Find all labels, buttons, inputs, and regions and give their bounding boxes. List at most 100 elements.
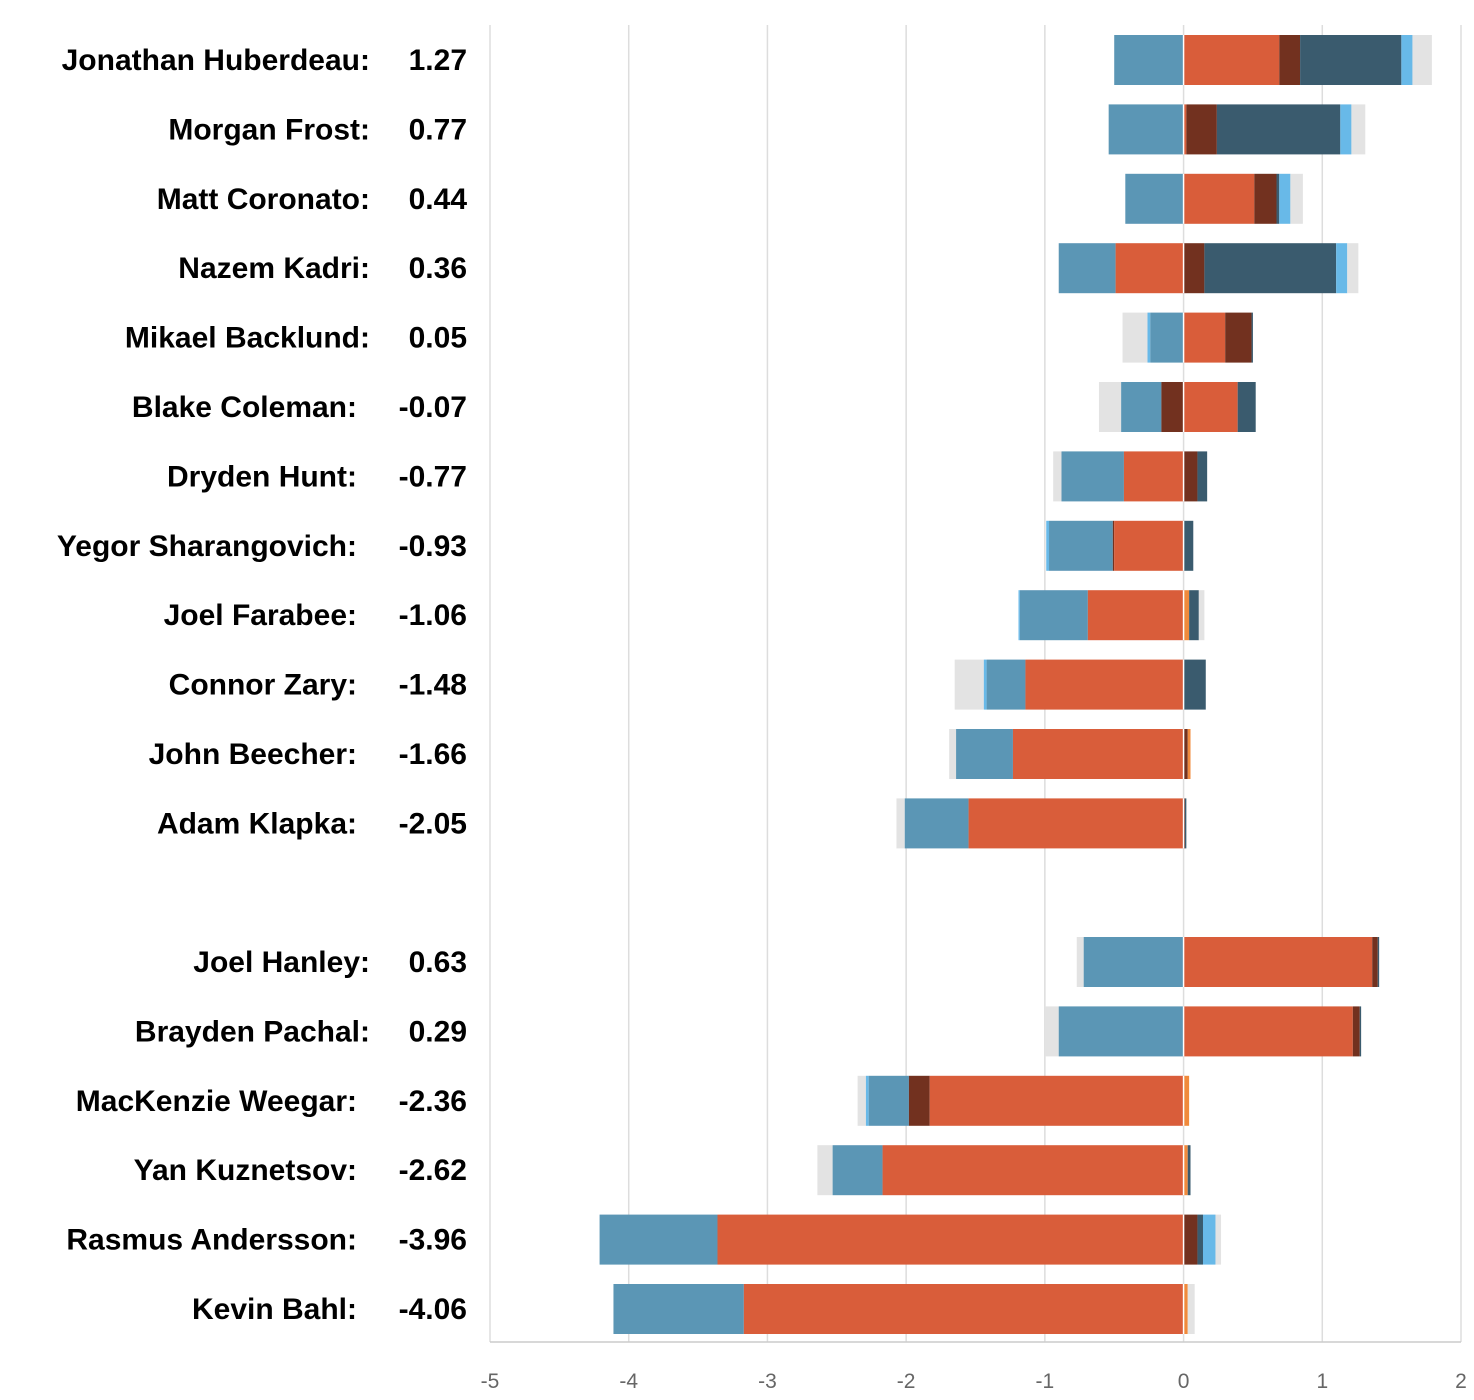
bar-segment <box>717 1214 1184 1265</box>
bar-segment <box>1197 451 1208 502</box>
bar-segment <box>613 1284 744 1334</box>
player-value: 0.44 <box>409 183 468 216</box>
bar-segment <box>817 1145 833 1196</box>
bar-segment <box>1251 312 1253 363</box>
player-row <box>857 1075 1190 1126</box>
player-name: Connor Zary: <box>169 669 357 702</box>
player-row <box>1058 243 1359 294</box>
bar-segment <box>896 798 905 849</box>
bar-segment <box>1012 729 1184 779</box>
bar-segment <box>832 1145 883 1196</box>
bar-segment <box>1114 35 1184 85</box>
bar-segment <box>1183 35 1280 85</box>
player-name: Dryden Hunt: <box>167 460 357 493</box>
bar-segment <box>1087 590 1184 641</box>
player-row <box>1122 312 1253 363</box>
player-row <box>1114 35 1432 85</box>
player-name: Kevin Bahl: <box>192 1293 357 1326</box>
bar-segment <box>1183 659 1206 710</box>
bar-segment <box>986 659 1026 710</box>
player-row <box>1018 590 1205 641</box>
bar-segment <box>1183 1075 1190 1126</box>
bar-segment <box>1187 1145 1191 1196</box>
player-row <box>817 1145 1191 1196</box>
bar-segment <box>1225 312 1252 363</box>
bar-segment <box>1347 243 1359 294</box>
bar-segment <box>1114 520 1184 571</box>
player-row <box>599 1214 1222 1265</box>
player-row <box>1108 104 1366 155</box>
bar-segment <box>1254 173 1277 224</box>
player-name: Yegor Sharangovich: <box>57 530 357 563</box>
player-value: -0.93 <box>399 530 467 563</box>
bar-segment <box>1150 312 1184 363</box>
player-row <box>1076 937 1380 987</box>
player-row <box>1125 173 1303 224</box>
bar-segment <box>1183 729 1188 779</box>
bar-segment <box>1025 659 1184 710</box>
player-value: -2.36 <box>399 1085 467 1118</box>
bar-segment <box>1186 104 1217 155</box>
player-name: Adam Klapka: <box>157 807 357 840</box>
x-tick-label: 1 <box>1316 1370 1328 1393</box>
bar-segment <box>865 1075 869 1126</box>
bar-segment <box>1279 35 1301 85</box>
bar-segment <box>929 1075 1184 1126</box>
player-row <box>613 1284 1195 1334</box>
bar-segment <box>1189 590 1199 641</box>
bar-segment <box>857 1075 866 1126</box>
player-name: MacKenzie Weegar: <box>76 1085 357 1118</box>
bar-segment <box>954 659 984 710</box>
bar-segment <box>1019 590 1088 641</box>
player-value: -0.07 <box>399 391 467 424</box>
x-tick-label: -2 <box>897 1370 916 1393</box>
bar-segment <box>1061 451 1124 502</box>
bar-segment <box>956 729 1013 779</box>
bar-segment <box>1049 520 1113 571</box>
player-name: John Beecher: <box>149 738 357 771</box>
player-name: Morgan Frost: <box>168 113 370 146</box>
player-row <box>1053 451 1208 502</box>
player-name: Jonathan Huberdeau: <box>62 44 370 77</box>
player-labels: Jonathan Huberdeau: 1.27 Morgan Frost: 0.77… <box>57 44 467 1326</box>
bar-segment <box>1290 173 1303 224</box>
bar-segment <box>1401 35 1413 85</box>
bar-segment <box>1215 1214 1222 1265</box>
player-row <box>1098 382 1256 432</box>
bar-segment <box>599 1214 718 1265</box>
player-name: Yan Kuznetsov: <box>134 1154 357 1187</box>
player-value: -1.48 <box>399 669 467 702</box>
player-value: -3.96 <box>399 1224 467 1257</box>
bar-segment <box>1076 937 1084 987</box>
player-name: Matt Coronato: <box>157 183 370 216</box>
bar-segment <box>1183 520 1194 571</box>
bar-segment <box>904 798 969 849</box>
player-row <box>896 798 1187 849</box>
bar-segment <box>1098 382 1122 432</box>
bar-segment <box>1216 104 1341 155</box>
bar-segment <box>1183 937 1373 987</box>
bar-segment <box>1183 1145 1188 1196</box>
bar-segment <box>882 1145 1184 1196</box>
player-row <box>954 659 1206 710</box>
bar-segment <box>743 1284 1184 1334</box>
bar-segment <box>949 729 957 779</box>
bar-segment <box>1183 243 1205 294</box>
bar-segment <box>1053 451 1062 502</box>
bars <box>599 35 1432 1334</box>
player-name: Rasmus Andersson: <box>66 1224 357 1257</box>
player-name: Joel Farabee: <box>164 599 357 632</box>
x-tick-label: 2 <box>1455 1370 1467 1393</box>
bar-segment <box>1183 1214 1198 1265</box>
player-value: 0.63 <box>409 946 467 979</box>
player-value: -1.06 <box>399 599 467 632</box>
bar-segment <box>1377 937 1380 987</box>
player-value: -1.66 <box>399 738 467 771</box>
bar-segment <box>1183 1006 1353 1057</box>
player-name: Brayden Pachal: <box>135 1015 370 1048</box>
bar-segment <box>1112 520 1115 571</box>
bar-segment <box>908 1075 930 1126</box>
bar-segment <box>1276 173 1280 224</box>
bar-segment <box>1123 451 1184 502</box>
